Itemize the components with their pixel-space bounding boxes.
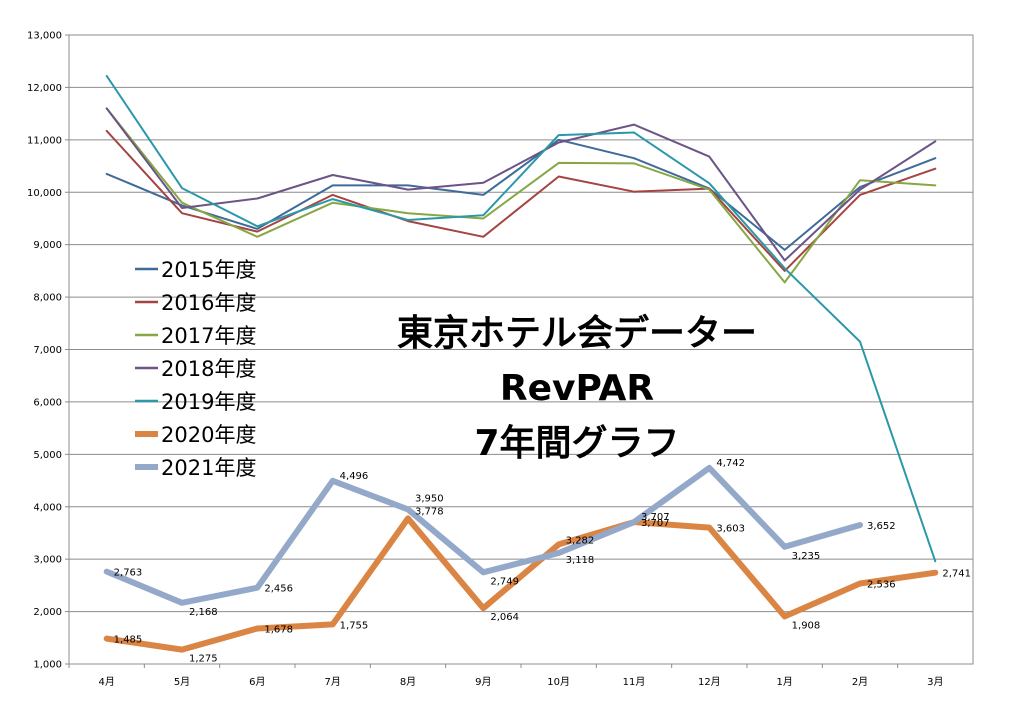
axis-layer: 1,000 2,000 3,000 4,000 5,000 6,000 7,000 8,000… [27,31,944,689]
legend-label: 2017年度 [161,324,256,348]
legend-label: 2021年度 [161,456,256,480]
data-label: 3,950 [415,493,444,504]
x-tick-label: 8月 [400,676,416,688]
data-label: 1,485 [114,635,143,646]
x-tick-label: 3月 [927,676,943,688]
legend-label: 2015年度 [161,258,256,282]
x-tick-label: 4月 [98,676,114,688]
legend-label: 2020年度 [161,423,256,447]
series-line-2016年度 [105,129,937,272]
y-tick-label: 13,000 [27,31,62,42]
x-tick-label: 11月 [623,676,646,688]
legend: 2015年度 2016年度 2017年度 2018年度 2019年度 2020年度 2021… [135,258,256,480]
data-label: 1,908 [792,620,821,631]
data-label: 1,275 [189,654,218,665]
y-tick-label: 11,000 [27,135,62,146]
y-tick-label: 8,000 [33,293,62,304]
data-label: 3,282 [566,535,595,546]
data-label-layer: 1,485 1,275 1,678 1,755 3,778 2,064 3,282 3,707… [114,458,971,665]
data-label: 2,763 [114,568,143,579]
data-label: 2,064 [490,612,519,623]
series-line-2017年度 [105,107,937,284]
y-tick-label: 1,000 [33,660,62,671]
x-tick-label: 7月 [324,676,340,688]
data-label: 2,536 [867,579,896,590]
x-tick-label: 2月 [852,676,868,688]
data-label: 2,456 [264,584,293,595]
data-label: 3,778 [415,506,444,517]
title-line: RevPAR [500,368,654,409]
data-label: 4,496 [340,471,369,482]
y-tick-label: 6,000 [33,397,62,408]
data-label: 3,235 [792,551,821,562]
data-label: 1,678 [264,624,293,635]
series-line-2021年度 [103,464,863,606]
data-label: 2,168 [189,607,218,618]
data-label: 4,742 [716,458,745,469]
title-line: 東京ホテル会データー [397,312,757,354]
legend-label: 2019年度 [161,390,256,414]
data-label: 3,707 [641,518,670,529]
data-label: 3,652 [867,521,896,532]
data-label: 3,707 [641,512,670,523]
x-tick-label: 10月 [547,676,570,688]
chart-title: 東京ホテル会データー RevPAR 7年間グラフ [397,312,757,464]
data-label: 2,741 [942,569,971,580]
series-line-2020年度 [103,515,939,653]
y-tick-label: 12,000 [27,83,62,94]
legend-label: 2016年度 [161,291,256,315]
y-tick-label: 2,000 [33,607,62,618]
data-label: 2,749 [490,576,519,587]
data-label: 3,118 [566,555,595,566]
data-label: 3,603 [716,524,745,535]
series-line-2019年度 [105,74,937,563]
title-line: 7年間グラフ [474,423,679,464]
x-tick-label: 5月 [174,676,190,688]
y-tick-label: 3,000 [33,555,62,566]
x-tick-label: 1月 [776,676,792,688]
x-tick-label: 6月 [249,676,265,688]
series-layer [103,74,939,653]
y-tick-label: 7,000 [33,345,62,356]
y-tick-label: 9,000 [33,240,62,251]
y-tick-label: 5,000 [33,450,62,461]
y-tick-label: 4,000 [33,502,62,513]
legend-label: 2018年度 [161,357,256,381]
y-tick-label: 10,000 [27,188,62,199]
series-line-2018年度 [105,107,937,262]
x-tick-label: 9月 [475,676,491,688]
x-tick-label: 12月 [698,676,721,688]
data-label: 1,755 [340,620,369,631]
series-line-2015年度 [105,138,937,251]
